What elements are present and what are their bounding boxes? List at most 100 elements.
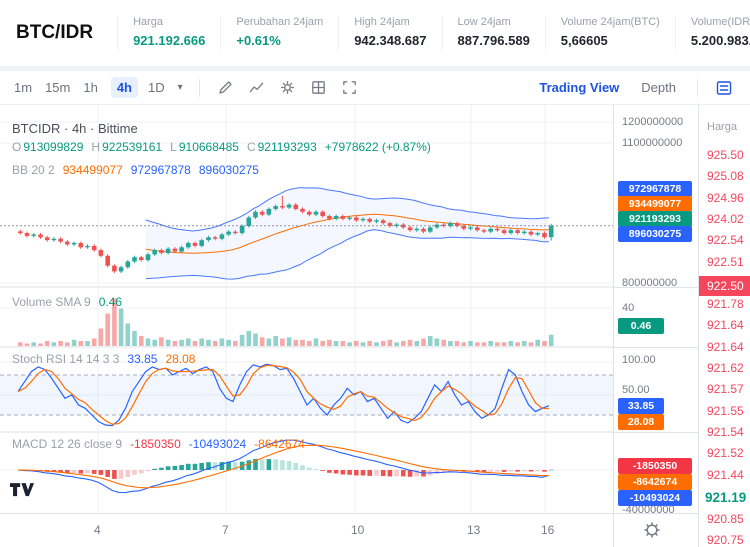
price-badge: 921193293 — [618, 211, 692, 227]
order-book-ask-row[interactable]: 922.54 — [707, 233, 744, 248]
chevron-down-icon[interactable]: ▾ — [177, 82, 183, 93]
toolbar-right: Trading View Depth — [528, 78, 750, 97]
chart-toolbar: 1m 15m 1h 4h 1D ▾ Trading View Depth — [0, 71, 750, 105]
order-book-ask-row[interactable]: 921.62 — [707, 361, 744, 375]
axis-volume-label: 40 — [622, 302, 635, 314]
open-value: 913099829 — [23, 140, 84, 154]
tab-trading-view[interactable]: Trading View — [539, 80, 620, 95]
order-book-ask-row[interactable]: 921.55 — [707, 403, 744, 418]
time-axis[interactable]: 4 7 10 13 16 — [0, 513, 613, 547]
stat-low-24jam: Low 24jam 887.796.589 — [441, 16, 545, 50]
order-book-panel: Harga 925.50 925.08 924.96 924.02 922.54 922.… — [698, 105, 750, 547]
stat-perubahan-24jam: Perubahan 24jam +0.61% — [220, 16, 338, 50]
high-value: 922539161 — [102, 140, 163, 154]
axis-stoch-label: 100.00 — [622, 354, 656, 366]
order-book-ask-row[interactable]: 922.51 — [707, 254, 744, 269]
timeframe-1m[interactable]: 1m — [14, 80, 33, 95]
chart-canvas[interactable]: BTCIDR · 4h · Bittime O 913099829 H 922539… — [0, 105, 613, 547]
macd-signal-value: -8642674 — [254, 437, 305, 451]
price-badge: 934499077 — [618, 196, 692, 212]
stoch-name: Stoch RSI 14 14 3 3 — [12, 352, 120, 366]
order-book-bid-row[interactable]: 920.85 — [707, 512, 744, 526]
pane-separator — [614, 513, 699, 514]
time-label: 16 — [541, 523, 555, 537]
indicator-icon[interactable] — [248, 79, 265, 96]
macd-badge: -8642674 — [618, 474, 692, 490]
axis-price-label: 1100000000 — [622, 137, 683, 149]
timeframe-1d[interactable]: 1D — [148, 80, 165, 95]
tab-depth[interactable]: Depth — [641, 80, 676, 95]
order-book-ask-row[interactable]: 921.64 — [707, 318, 744, 333]
stat-value: 887.796.589 — [457, 33, 530, 48]
open-label: O — [12, 140, 22, 154]
draw-pencil-icon[interactable] — [217, 79, 234, 96]
chart-svg[interactable] — [0, 105, 613, 513]
stat-harga: Harga 921.192.666 — [117, 16, 220, 50]
stoch-k-value: 33.85 — [127, 352, 158, 366]
stat-value: 942.348.687 — [354, 33, 427, 48]
stat-label: High 24jam — [354, 16, 410, 28]
main-legend: BTCIDR · 4h · Bittime — [12, 121, 138, 136]
timeframe-15m[interactable]: 15m — [45, 80, 71, 95]
bb-name: BB 20 2 — [12, 163, 55, 177]
stat-value: 921.192.666 — [133, 33, 206, 48]
layout-grid-icon[interactable] — [310, 79, 327, 96]
stat-label: Volume 24jam(BTC) — [560, 16, 660, 28]
order-book-ask-row[interactable]: 924.96 — [707, 190, 744, 205]
macd-name: MACD 12 26 close 9 — [12, 437, 123, 451]
stat-volume-idr: Volume(IDR) 5.200.983.076 — [674, 16, 750, 50]
order-book-ask-row[interactable]: 921.52 — [707, 446, 744, 461]
order-book-ask-row[interactable]: 925.08 — [707, 169, 744, 184]
stat-high-24jam: High 24jam 942.348.687 — [338, 16, 441, 50]
bb-legend: BB 20 2 934499077 972967878 896030275 — [12, 163, 259, 177]
gear-icon[interactable] — [279, 79, 296, 96]
scale-settings-gear-icon[interactable] — [642, 520, 662, 545]
order-book-highlight-row[interactable]: 922.50 — [699, 275, 750, 296]
change-value: +7978622 (+0.87%) — [324, 140, 431, 154]
order-book-ask-row[interactable]: 921.54 — [707, 424, 744, 439]
price-badge: 972967878 — [618, 181, 692, 197]
price-axis[interactable]: 1200000000 1100000000 800000000 972967878 93… — [613, 105, 699, 547]
stoch-badge: 28.08 — [618, 414, 664, 430]
order-book-bid-row[interactable]: 920.75 — [707, 533, 744, 547]
axis-price-label: 800000000 — [622, 277, 678, 289]
close-label: C — [246, 140, 256, 154]
order-book-ask-row[interactable]: 921.57 — [707, 382, 744, 397]
stat-label: Volume(IDR) — [690, 16, 750, 28]
stoch-badge: 33.85 — [618, 398, 664, 414]
timeframe-1h[interactable]: 1h — [83, 80, 98, 95]
timeframe-4h[interactable]: 4h — [110, 77, 138, 98]
bb-lower-value: 896030275 — [198, 163, 259, 177]
macd-badge: -1850350 — [618, 458, 692, 474]
header-separator — [0, 66, 750, 71]
order-book-last-price[interactable]: 921.19 — [705, 490, 747, 505]
stoch-d-value: 28.08 — [165, 352, 196, 366]
order-book-ask-row[interactable]: 924.02 — [707, 211, 744, 226]
fullscreen-icon[interactable] — [341, 79, 358, 96]
order-book-ask-row[interactable]: 921.64 — [707, 339, 744, 354]
stat-value: 5,66605 — [560, 33, 608, 48]
macd-legend: MACD 12 26 close 9 -1850350 -10493024 -8… — [12, 437, 305, 451]
order-book-ask-row[interactable]: 921.78 — [707, 297, 744, 312]
price-badge: 896030275 — [618, 226, 692, 242]
toolbar-divider — [697, 78, 698, 97]
tradingview-logo[interactable] — [10, 483, 34, 504]
volume-badge: 0.46 — [618, 318, 664, 334]
time-label: 10 — [351, 523, 365, 537]
volume-legend: Volume SMA 9 0.46 — [12, 295, 122, 309]
volume-value: 0.46 — [98, 295, 123, 309]
orderbook-panel-icon[interactable] — [715, 79, 733, 97]
bb-basis-value: 934499077 — [62, 163, 123, 177]
pane-separator — [614, 347, 699, 348]
close-value: 921193293 — [257, 140, 317, 154]
time-label: 7 — [222, 523, 229, 537]
axis-macd-label: -40000000 — [622, 504, 675, 516]
stat-volume-24jam-btc: Volume 24jam(BTC) 5,66605 — [544, 16, 675, 50]
order-book-ask-row[interactable]: 925.50 — [707, 148, 744, 162]
macd-hist-value: -1850350 — [130, 437, 181, 451]
order-book-ask-row[interactable]: 921.44 — [707, 467, 744, 482]
macd-line-value: -10493024 — [188, 437, 247, 451]
axis-price-label: 1200000000 — [622, 116, 684, 128]
pane-separator — [614, 287, 699, 288]
